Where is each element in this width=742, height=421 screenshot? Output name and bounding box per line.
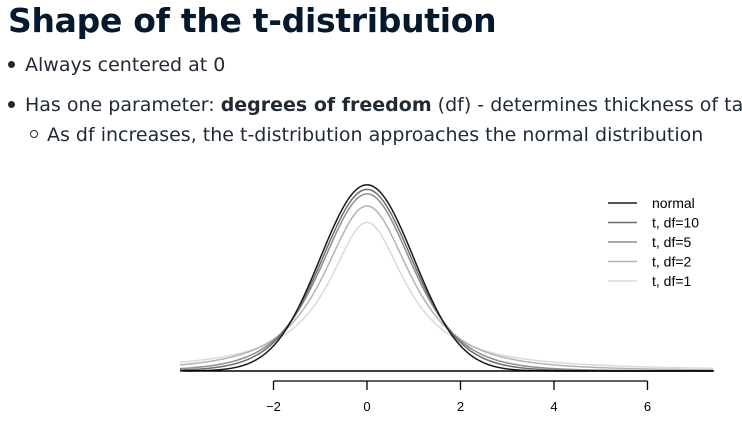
x-tick-label: 0	[363, 399, 370, 414]
series-line-df-5	[179, 193, 713, 372]
legend-label: normal	[652, 195, 695, 211]
slide-title: Shape of the t-distribution	[8, 1, 497, 40]
x-tick-label: 6	[644, 399, 651, 414]
bullet-text-suffix: (df) - determines thickness of tails	[431, 94, 742, 116]
sub-bullet-item: As df increases, the t-distribution appr…	[30, 124, 703, 146]
x-tick-label: 2	[457, 399, 464, 414]
x-tick-label: 4	[550, 399, 557, 414]
bullet-circle-icon	[30, 130, 38, 138]
bullet-text: Always centered at 0	[25, 54, 226, 76]
bullet-text-prefix: Has one parameter:	[25, 94, 221, 116]
legend-label: t, df=10	[652, 215, 699, 231]
bullet-dot-icon	[8, 100, 15, 108]
legend-label: t, df=2	[652, 254, 692, 270]
bullet-item: Has one parameter: degrees of freedom (d…	[8, 94, 742, 116]
legend-label: t, df=1	[652, 273, 692, 289]
bullet-dot-icon	[8, 60, 15, 68]
legend-label: t, df=5	[652, 234, 692, 250]
sub-bullet-text: As df increases, the t-distribution appr…	[47, 124, 704, 146]
series-line-df-2	[179, 205, 713, 371]
x-axis: −2 0 2 4 6	[266, 380, 651, 414]
density-curves	[179, 184, 713, 372]
series-line-normal	[179, 184, 713, 372]
chart-legend: normal t, df=10 t, df=5 t, df=2 t, df=1	[608, 195, 699, 289]
x-tick-label: −2	[266, 399, 281, 414]
bullet-item: Always centered at 0	[8, 54, 225, 76]
bullet-text-bold: degrees of freedom	[220, 94, 432, 116]
